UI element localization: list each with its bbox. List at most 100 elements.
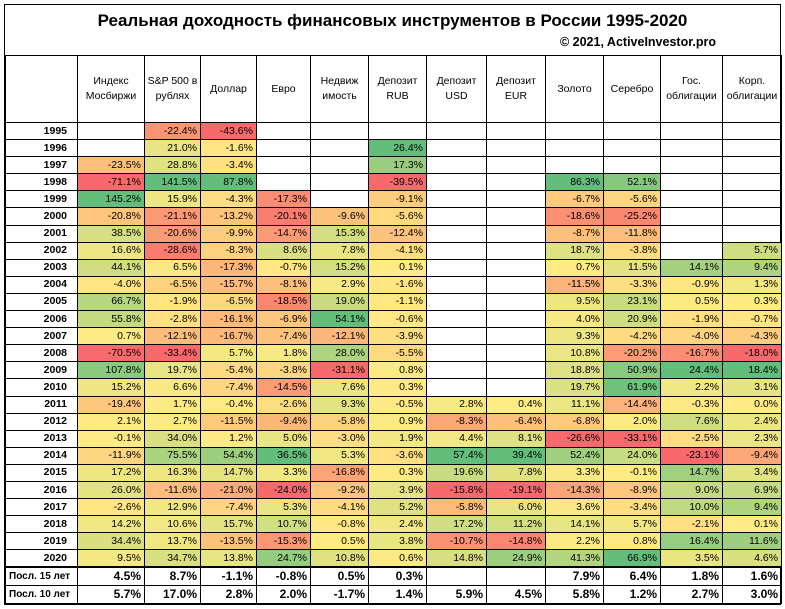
value-cell: 2.8% xyxy=(426,395,487,414)
value-cell: 2.1% xyxy=(77,412,145,431)
column-header: Евро xyxy=(256,55,311,123)
value-cell xyxy=(426,173,487,192)
value-cell xyxy=(545,139,604,158)
value-cell: -4.1% xyxy=(310,498,369,517)
value-cell: 18.7% xyxy=(545,241,604,260)
summary-value: 2.8% xyxy=(200,585,257,605)
year-label: 2013 xyxy=(5,429,78,448)
year-label: 1997 xyxy=(5,156,78,175)
value-cell: -14.5% xyxy=(256,378,311,397)
table-row: 2000 -20.8% -21.1% -13.2% -20.1% -9.6% -5.6% -1… xyxy=(5,207,782,226)
summary-value: 5.7% xyxy=(77,585,145,605)
value-cell: 13.7% xyxy=(144,532,201,551)
value-cell: 0.5% xyxy=(310,532,369,551)
value-cell: -4.3% xyxy=(200,190,257,209)
value-cell xyxy=(77,139,145,158)
value-cell: 3.9% xyxy=(368,480,427,500)
value-cell: 6.6% xyxy=(144,378,201,397)
value-cell: 7.6% xyxy=(310,378,369,397)
table-row: 2003 44.1% 6.5% -17.3% -0.7% 15.2% 0.1% 0.7% 11.… xyxy=(5,258,782,277)
value-cell: -2.6% xyxy=(77,498,145,517)
summary-value: 17.0% xyxy=(144,585,201,605)
value-cell: 34.7% xyxy=(144,549,201,568)
value-cell xyxy=(660,139,723,158)
value-cell: -6.8% xyxy=(545,412,604,431)
value-cell: 5.3% xyxy=(310,446,369,465)
value-cell: -33.1% xyxy=(603,429,661,448)
value-cell: 0.7% xyxy=(545,258,604,277)
value-cell xyxy=(545,156,604,175)
summary-value: 0.5% xyxy=(310,566,369,587)
value-cell: -16.8% xyxy=(310,463,369,482)
year-label: 1996 xyxy=(5,139,78,158)
value-cell: 3.3% xyxy=(545,463,604,482)
value-cell: -4.1% xyxy=(368,241,427,260)
value-cell: -5.5% xyxy=(368,344,427,363)
value-cell: 14.7% xyxy=(660,463,723,482)
table-row: 1995 -22.4% -43.6% xyxy=(5,121,782,141)
value-cell: 11.5% xyxy=(603,258,661,277)
value-cell xyxy=(310,173,369,192)
value-cell: -14.7% xyxy=(256,224,311,243)
value-cell xyxy=(426,190,487,209)
summary-value: 6.4% xyxy=(603,566,661,587)
table-row: 2019 34.4% 13.7% -13.5% -15.3% 0.5% 3.8% -10.7%… xyxy=(5,532,782,551)
value-cell: -5.4% xyxy=(200,361,257,380)
value-cell xyxy=(722,207,782,226)
value-cell: -13.2% xyxy=(200,207,257,226)
value-cell: 26.0% xyxy=(77,480,145,500)
value-cell: -3.3% xyxy=(603,275,661,294)
table-row: 2016 26.0% -11.6% -21.0% -24.0% -9.2% 3.9% -15.… xyxy=(5,480,782,500)
value-cell: 66.7% xyxy=(77,292,145,312)
value-cell: -8.7% xyxy=(545,224,604,243)
value-cell: -70.5% xyxy=(77,344,145,363)
value-cell: 3.6% xyxy=(545,498,604,517)
value-cell: -20.6% xyxy=(144,224,201,243)
value-cell xyxy=(486,327,546,346)
year-label: 2014 xyxy=(5,446,78,465)
value-cell: -6.5% xyxy=(144,275,201,294)
value-cell: 44.1% xyxy=(77,258,145,277)
value-cell: 57.4% xyxy=(426,446,487,465)
value-cell: 16.3% xyxy=(144,463,201,482)
value-cell: -2.1% xyxy=(660,515,723,534)
value-cell: -0.1% xyxy=(603,463,661,482)
table-row: 2008 -70.5% -33.4% 5.7% 1.8% 28.0% -5.5% 10.8% -… xyxy=(5,344,782,363)
summary-value: 1.2% xyxy=(603,585,661,605)
value-cell: 23.1% xyxy=(603,292,661,312)
value-cell: -7.4% xyxy=(200,378,257,397)
column-header: Золото xyxy=(545,55,604,123)
table-row: 2005 66.7% -1.9% -6.5% -18.5% 19.0% -1.1% 9.5% 2… xyxy=(5,292,782,312)
value-cell: -23.5% xyxy=(77,156,145,175)
value-cell: -28.6% xyxy=(144,241,201,260)
value-cell: -18.6% xyxy=(545,207,604,226)
table-row: 1998 -71.1% 141.5% 87.8% -39.5% 86.3% 52.1% xyxy=(5,173,782,192)
value-cell: -5.8% xyxy=(426,498,487,517)
year-label: 2011 xyxy=(5,395,78,414)
value-cell: 5.7% xyxy=(722,241,782,260)
value-cell: 14.8% xyxy=(426,549,487,568)
summary-value: 1.8% xyxy=(660,566,723,587)
value-cell xyxy=(722,139,782,158)
value-cell xyxy=(256,156,311,175)
year-label: 2005 xyxy=(5,292,78,312)
value-cell: -3.8% xyxy=(603,241,661,260)
year-label: 2001 xyxy=(5,224,78,243)
value-cell: 0.7% xyxy=(77,327,145,346)
value-cell: -15.8% xyxy=(426,480,487,500)
value-cell: -19.1% xyxy=(486,480,546,500)
value-cell: -14.3% xyxy=(545,480,604,500)
value-cell: 41.3% xyxy=(545,549,604,568)
value-cell: 17.2% xyxy=(426,515,487,534)
value-cell: -20.8% xyxy=(77,207,145,226)
value-cell: 21.0% xyxy=(144,139,201,158)
column-header: Депозит USD xyxy=(426,55,487,123)
year-label: 2002 xyxy=(5,241,78,260)
value-cell: -3.4% xyxy=(200,156,257,175)
value-cell: 15.3% xyxy=(310,224,369,243)
value-cell: -12.1% xyxy=(310,327,369,346)
value-cell: 15.9% xyxy=(144,190,201,209)
column-header: Доллар xyxy=(200,55,257,123)
value-cell: 54.1% xyxy=(310,310,369,329)
value-cell: 5.3% xyxy=(256,498,311,517)
